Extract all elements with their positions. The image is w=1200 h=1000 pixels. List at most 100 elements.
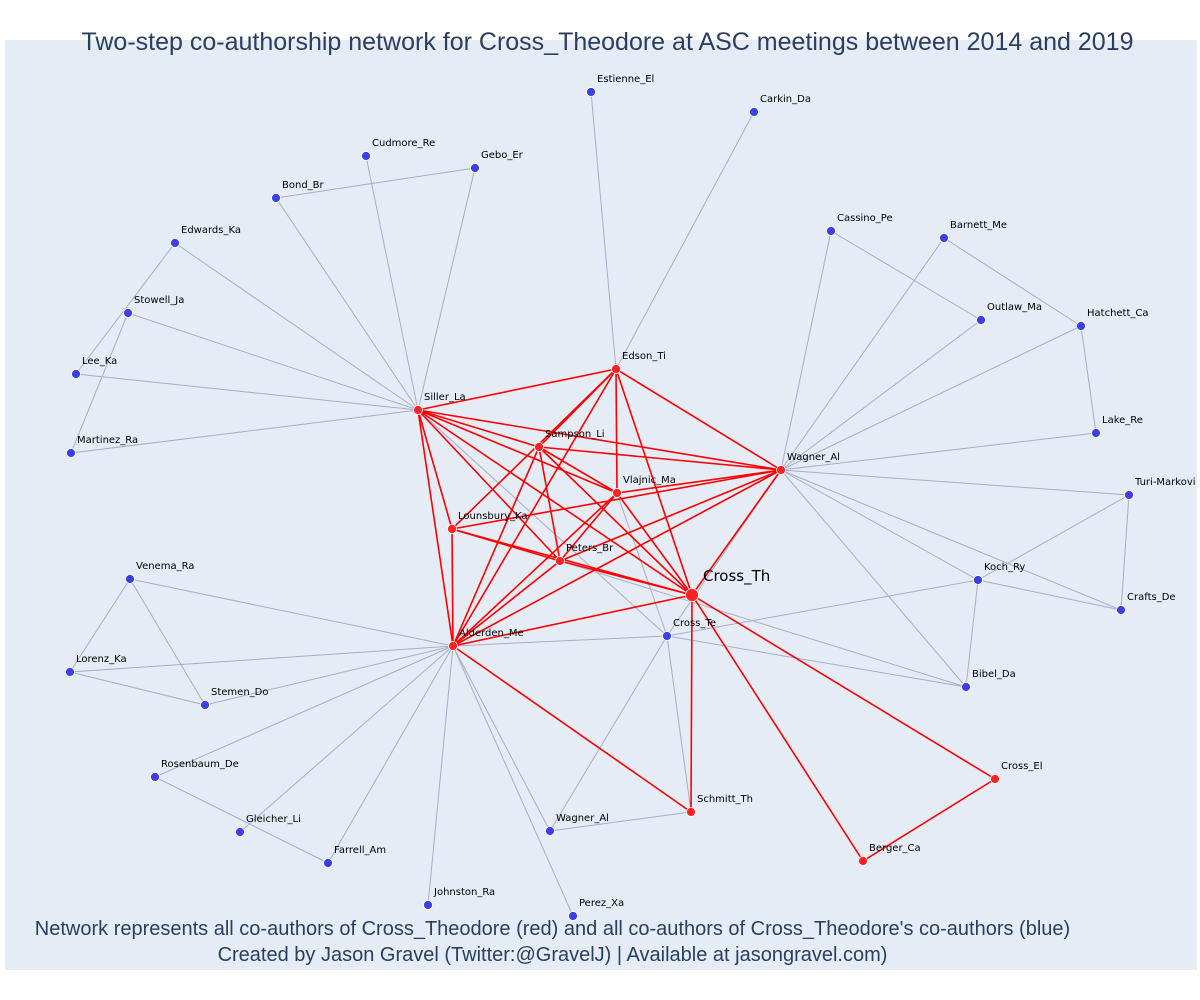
edge-bond_br-gebo_er — [275, 167, 476, 199]
node-label-wagner-al-2: Wagner_Al — [556, 813, 609, 824]
node-wagner-al-1[interactable] — [776, 465, 786, 475]
node-martinez-ra[interactable] — [66, 448, 76, 458]
node-label-bibel-da: Bibel_Da — [972, 669, 1016, 680]
edge-siller_la-edson_ti — [417, 368, 617, 411]
node-crafts-de[interactable] — [1116, 605, 1126, 615]
node-perez-xa[interactable] — [568, 911, 578, 921]
edge-alderden_me-lorenz_ka — [69, 645, 454, 673]
edge-cross_te-vlajnic_ma — [616, 492, 668, 637]
node-rosenbaum-de[interactable] — [150, 772, 160, 782]
node-label-cross-el: Cross_El — [1001, 761, 1043, 772]
edge-edson_ti-estienne_el — [590, 91, 617, 370]
edge-siller_la-wagner_al_1 — [417, 409, 782, 471]
node-koch-ry[interactable] — [973, 575, 983, 585]
node-edwards-ka[interactable] — [170, 238, 180, 248]
node-label-cross-te: Cross_Te — [673, 618, 716, 629]
edge-lounsbury_ka-peters_br — [451, 528, 561, 562]
node-label-johnston-ra: Johnston_Ra — [433, 887, 495, 898]
edge-siller_la-martinez_ra — [70, 409, 419, 454]
node-johnston-ra[interactable] — [423, 900, 433, 910]
edge-cross_te-schmitt_th — [666, 635, 692, 813]
edge-wagner_al_1-koch_ry — [780, 469, 979, 581]
edge-cross_te-wagner_al_2 — [549, 635, 668, 832]
node-alderden-me[interactable] — [448, 641, 458, 651]
node-gleicher-li[interactable] — [235, 827, 245, 837]
node-vlajnic-ma[interactable] — [612, 488, 622, 498]
chart-title: Two-step co-authorship network for Cross… — [81, 28, 1134, 56]
node-peters-br[interactable] — [555, 556, 565, 566]
node-label-barnett-me: Barnett_Me — [950, 220, 1007, 231]
node-label-berger-ca: Berger_Ca — [869, 843, 921, 854]
node-stowell-ja[interactable] — [123, 308, 133, 318]
edge-wagner_al_1-hatchett_ca — [780, 325, 1082, 471]
node-lorenz-ka[interactable] — [65, 667, 75, 677]
node-label-schmitt-th: Schmitt_Th — [697, 794, 753, 805]
node-berger-ca[interactable] — [858, 856, 868, 866]
node-outlaw-ma[interactable] — [976, 315, 986, 325]
node-cross-el[interactable] — [990, 774, 1000, 784]
edge-wagner_al_1-cassino_pe — [780, 230, 832, 471]
node-cross-te[interactable] — [662, 631, 672, 641]
edge-wagner_al_1-lake_re — [780, 432, 1097, 471]
node-label-lake-re: Lake_Re — [1102, 415, 1143, 426]
edge-siller_la-peters_br — [417, 409, 561, 562]
node-carkin-da[interactable] — [749, 107, 759, 117]
edge-wagner_al_1-bibel_da — [780, 469, 967, 688]
node-turi-markovi[interactable] — [1124, 490, 1134, 500]
node-gebo-er[interactable] — [470, 163, 480, 173]
labels-layer: Cross_Th Siller_La Edson_Ti Sampson_Li Vlajn… — [76, 74, 1196, 909]
node-edson-ti[interactable] — [611, 364, 621, 374]
node-label-farrell-am: Farrell_Am — [334, 845, 386, 856]
node-stemen-do[interactable] — [200, 700, 210, 710]
node-lake-re[interactable] — [1091, 428, 1101, 438]
node-label-carkin-da: Carkin_Da — [760, 94, 811, 105]
node-lee-ka[interactable] — [71, 369, 81, 379]
plot-background — [5, 40, 1197, 970]
node-estienne-el[interactable] — [586, 87, 596, 97]
node-label-vlajnic-ma: Vlajnic_Ma — [623, 475, 676, 486]
node-label-alderden-me: Alderden_Me — [459, 628, 524, 639]
edge-edson_ti-wagner_al_1 — [615, 368, 782, 471]
node-wagner-al-2[interactable] — [545, 826, 555, 836]
node-cassino-pe[interactable] — [826, 226, 836, 236]
edge-siller_la-lounsbury_ka — [417, 409, 453, 530]
caption-line-2: Created by Jason Gravel (Twitter:@Gravel… — [217, 944, 888, 966]
edge-cassino_pe-outlaw_ma — [830, 230, 982, 321]
node-label-edson-ti: Edson_Ti — [622, 351, 666, 362]
edge-turi_markovi-koch_ry — [977, 494, 1130, 581]
edge-siller_la-bond_br — [275, 197, 419, 411]
node-bond-br[interactable] — [271, 193, 281, 203]
edge-cross_th-edson_ti — [615, 368, 693, 596]
edge-turi_markovi-crafts_de — [1120, 494, 1130, 611]
edge-wagner_al_1-turi_markovi — [780, 469, 1130, 496]
node-lounsbury-ka[interactable] — [447, 524, 457, 534]
node-label-gleicher-li: Gleicher_Li — [246, 814, 301, 825]
node-label-hatchett-ca: Hatchett_Ca — [1087, 308, 1149, 319]
node-schmitt-th[interactable] — [686, 807, 696, 817]
node-label-martinez-ra: Martinez_Ra — [77, 435, 138, 446]
edge-alderden_me-schmitt_th — [452, 645, 692, 813]
edge-siller_la-alderden_me — [417, 409, 454, 647]
edge-barnett_me-hatchett_ca — [943, 237, 1082, 327]
node-label-bond-br: Bond_Br — [282, 180, 325, 191]
node-venema-ra[interactable] — [125, 574, 135, 584]
node-cudmore-re[interactable] — [361, 151, 371, 161]
node-label-sampson-li: Sampson_Li — [545, 429, 605, 440]
node-bibel-da[interactable] — [961, 682, 971, 692]
node-siller-la[interactable] — [413, 405, 423, 415]
node-farrell-am[interactable] — [323, 858, 333, 868]
edge-edson_ti-vlajnic_ma — [615, 368, 618, 494]
node-label-siller-la: Siller_La — [424, 392, 466, 403]
edge-alderden_me-wagner_al_2 — [452, 645, 551, 832]
node-label-perez-xa: Perez_Xa — [579, 898, 624, 909]
edge-sampson_li-vlajnic_ma — [538, 446, 618, 494]
edge-cross_th-wagner_al_1 — [691, 469, 782, 596]
node-hatchett-ca[interactable] — [1076, 321, 1086, 331]
node-sampson-li[interactable] — [534, 442, 544, 452]
node-label-lee-ka: Lee_Ka — [82, 356, 117, 367]
node-cross-th[interactable] — [685, 588, 699, 602]
edge-wagner_al_1-lounsbury_ka — [451, 469, 782, 530]
node-barnett-me[interactable] — [939, 233, 949, 243]
edge-siller_la-cross_te — [417, 409, 668, 637]
